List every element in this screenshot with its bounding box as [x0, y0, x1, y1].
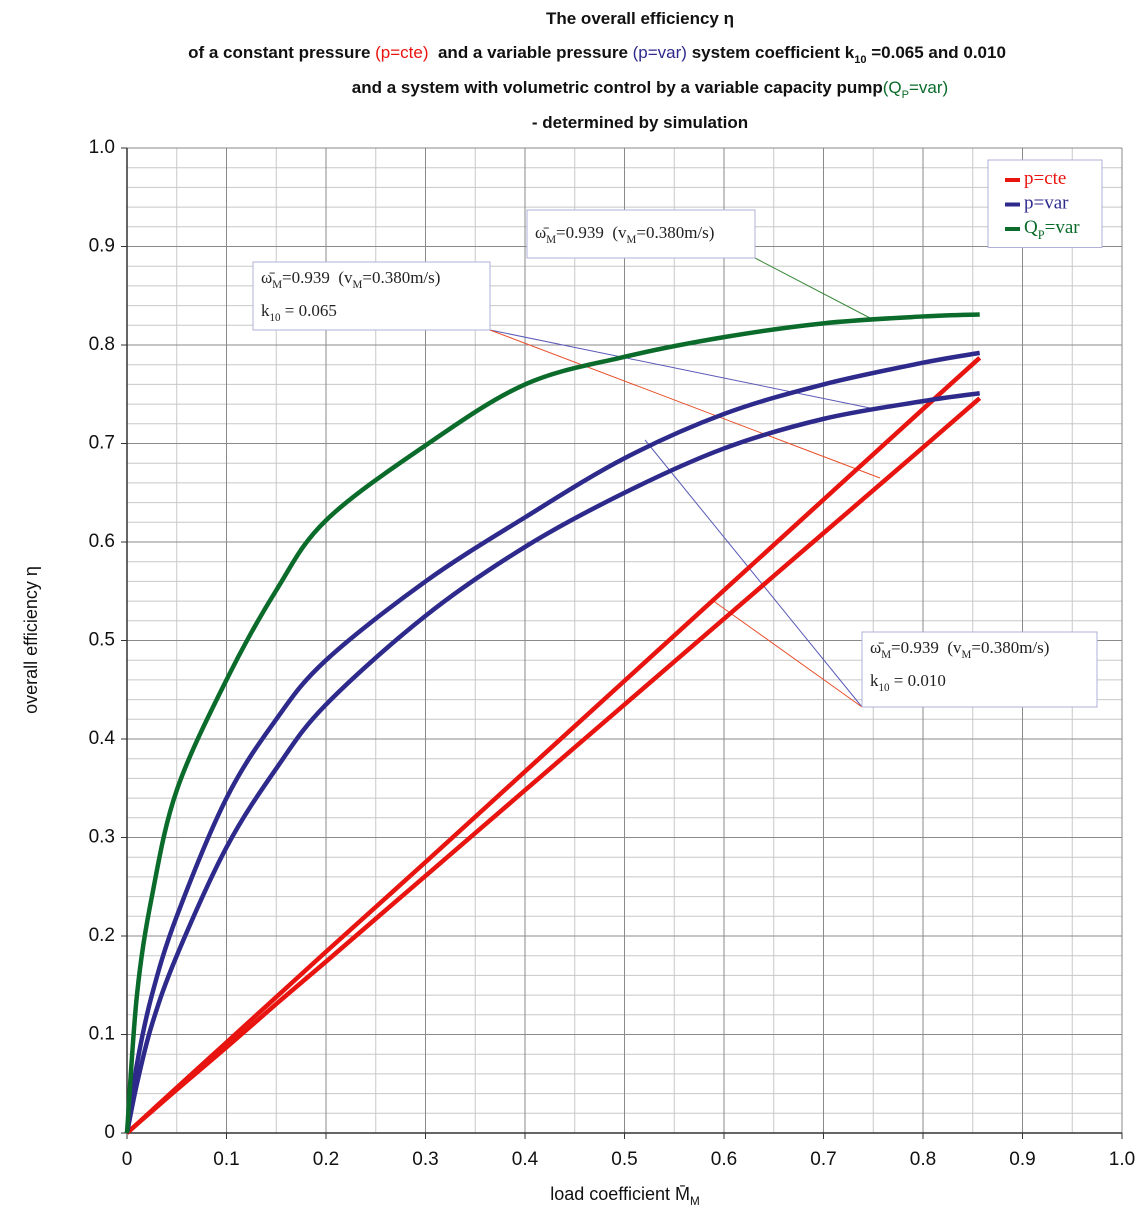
text-segment: =0.380m/s)	[362, 268, 440, 287]
annotation-box	[252, 261, 491, 331]
series-line	[125, 356, 982, 1135]
series-line	[125, 396, 982, 1135]
text-segment: load coefficient	[550, 1184, 675, 1204]
x-axis-label: load coefficient M̄M	[550, 1184, 700, 1208]
text-segment: p=cte	[1024, 168, 1066, 189]
x-tick-label: 0.4	[512, 1149, 539, 1170]
y-tick-label: 1.0	[89, 137, 115, 158]
series-line	[124, 350, 981, 1134]
x-tick-label: 0	[122, 1149, 133, 1170]
text-segment: ω̄	[261, 268, 275, 287]
text-segment: =0.380m/s)	[636, 223, 714, 242]
text-segment: M	[353, 279, 363, 291]
x-tick-label: 0.9	[1009, 1149, 1035, 1170]
text-segment: (Q	[883, 78, 902, 97]
y-tick-label: 0.6	[89, 531, 115, 552]
text-segment: =0.065 and 0.010	[867, 43, 1006, 62]
x-tick-label: 0.6	[711, 1149, 737, 1170]
x-tick-label: 0.2	[313, 1149, 339, 1170]
text-segment: M	[627, 234, 637, 246]
x-tick-label: 0.3	[412, 1149, 438, 1170]
text-segment: k	[870, 671, 879, 690]
annotation-text: k10 = 0.010	[870, 671, 946, 694]
y-axis-label: overall efficiency η	[21, 566, 41, 714]
legend-label: p=var	[1024, 193, 1069, 214]
text-segment: =0.939 (v	[282, 268, 353, 287]
chart-title: The overall efficiency η	[546, 9, 734, 28]
text-segment: - determined by simulation	[532, 113, 748, 132]
text-segment: =0.939 (v	[556, 223, 627, 242]
text-segment: 10	[854, 54, 866, 66]
annotation-box	[861, 631, 1098, 708]
text-segment: = 0.065	[281, 301, 337, 320]
y-tick-label: 0.5	[89, 630, 115, 651]
text-segment: =var	[1045, 217, 1081, 238]
text-segment: and a system with volumetric control by …	[352, 78, 883, 97]
text-segment: system coefficient k	[687, 43, 855, 62]
legend-label: QP=var	[1024, 217, 1080, 241]
chart-title: - determined by simulation	[532, 113, 748, 132]
series-line	[124, 312, 980, 1134]
annotation-text: ω̄M=0.939 (vM=0.380m/s)	[261, 268, 440, 291]
text-segment: of a constant pressure	[188, 43, 375, 62]
annotation-text: ω̄M=0.939 (vM=0.380m/s)	[535, 223, 714, 246]
annotation-text: ω̄M=0.939 (vM=0.380m/s)	[870, 638, 1049, 661]
y-tick-label: 0	[104, 1122, 115, 1143]
x-tick-label: 0.7	[810, 1149, 836, 1170]
leader-line	[754, 257, 871, 319]
text-segment: Q	[1024, 217, 1038, 238]
y-tick-label: 0.1	[89, 1024, 115, 1045]
text-segment: P	[902, 89, 909, 101]
text-segment: M	[881, 649, 891, 661]
text-segment: (p=cte)	[375, 43, 428, 62]
text-segment: ω̄	[870, 638, 884, 657]
text-segment: M̄	[675, 1184, 690, 1204]
text-segment: = 0.010	[890, 671, 946, 690]
text-segment: k	[261, 301, 270, 320]
y-tick-label: 0.8	[89, 334, 115, 355]
y-tick-label: 0.7	[89, 433, 115, 454]
chart-title: and a system with volumetric control by …	[352, 78, 948, 100]
leader-line	[644, 439, 863, 708]
text-segment: ω̄	[535, 223, 549, 242]
y-tick-label: 0.4	[89, 728, 116, 749]
y-tick-label: 0.3	[89, 827, 115, 848]
text-segment: 10	[879, 682, 891, 694]
text-segment: p=var	[1024, 193, 1069, 214]
annotation-box	[526, 209, 756, 259]
y-tick-label: 0.9	[89, 236, 115, 257]
chart-title: of a constant pressure (p=cte) and a var…	[188, 43, 1006, 65]
leader-line	[711, 599, 863, 708]
text-segment: and a variable pressure	[429, 43, 633, 62]
text-segment: M	[546, 234, 556, 246]
text-segment: M	[272, 279, 282, 291]
y-tick-label: 0.2	[89, 925, 115, 946]
x-tick-label: 0.8	[910, 1149, 936, 1170]
leader-line	[489, 329, 881, 479]
text-segment: =var)	[909, 78, 948, 97]
text-segment: P	[1038, 228, 1045, 242]
text-segment: M	[962, 649, 972, 661]
text-segment: =0.939 (v	[891, 638, 962, 657]
leader-line	[489, 329, 871, 409]
x-tick-label: 0.5	[611, 1149, 637, 1170]
text-segment: =0.380m/s)	[971, 638, 1049, 657]
text-segment: (p=var)	[633, 43, 687, 62]
annotation-text: k10 = 0.065	[261, 301, 337, 324]
legend-label: p=cte	[1024, 168, 1066, 189]
text-segment: The overall efficiency η	[546, 9, 734, 28]
x-tick-label: 0.1	[213, 1149, 239, 1170]
series-line	[124, 391, 981, 1134]
text-segment: 10	[270, 312, 282, 324]
text-segment: M	[690, 1195, 700, 1208]
x-tick-label: 1.0	[1109, 1149, 1135, 1170]
